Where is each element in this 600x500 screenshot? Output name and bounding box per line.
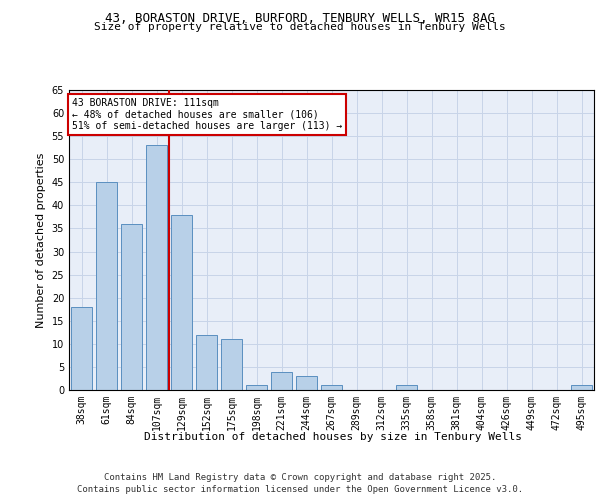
Bar (321, 386, 342, 390)
Text: 43, BORASTON DRIVE, BURFORD, TENBURY WELLS, WR15 8AG: 43, BORASTON DRIVE, BURFORD, TENBURY WEL… (105, 12, 495, 26)
Bar (221, 339, 242, 390)
Text: Contains public sector information licensed under the Open Government Licence v3: Contains public sector information licen… (77, 485, 523, 494)
Bar (71, 307, 92, 390)
Bar (96, 182, 117, 390)
Bar (296, 376, 317, 390)
Bar (571, 386, 592, 390)
Text: Size of property relative to detached houses in Tenbury Wells: Size of property relative to detached ho… (94, 22, 506, 32)
Bar (196, 334, 217, 390)
Text: Contains HM Land Registry data © Crown copyright and database right 2025.: Contains HM Land Registry data © Crown c… (104, 472, 496, 482)
Text: Distribution of detached houses by size in Tenbury Wells: Distribution of detached houses by size … (144, 432, 522, 442)
Bar (146, 146, 167, 390)
Bar (271, 372, 292, 390)
Bar (246, 386, 267, 390)
Text: 43 BORASTON DRIVE: 111sqm
← 48% of detached houses are smaller (106)
51% of semi: 43 BORASTON DRIVE: 111sqm ← 48% of detac… (71, 98, 342, 130)
Bar (396, 386, 417, 390)
Bar (171, 214, 192, 390)
Y-axis label: Number of detached properties: Number of detached properties (36, 152, 46, 328)
Bar (121, 224, 142, 390)
